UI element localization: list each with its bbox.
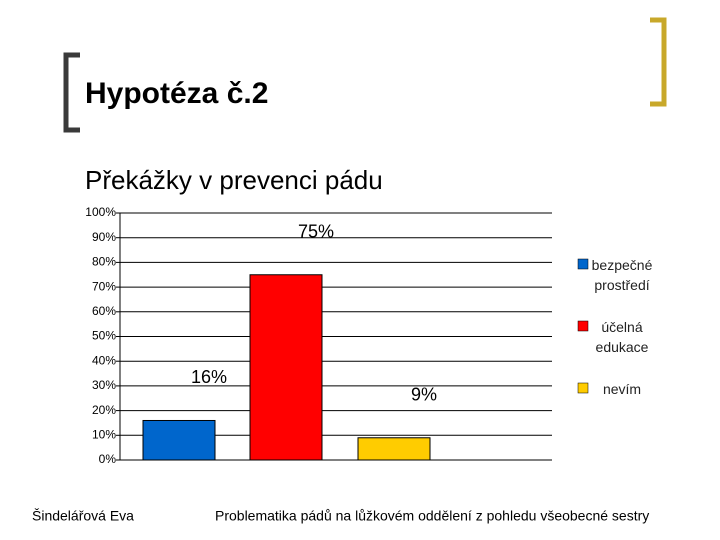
bar [357,437,431,461]
y-tick-label: 20% [92,403,116,417]
legend-label: bezpečné prostředí [591,257,653,293]
chart-title: Překážky v prevenci pádu [85,165,383,195]
y-tick-label: 60% [92,304,116,318]
y-tick-label: 40% [92,353,116,367]
y-tick-label: 0% [99,452,117,466]
value-label: 75% [298,222,334,242]
y-tick-label: 90% [92,230,116,244]
bracket-left [63,52,80,133]
bar [142,419,216,461]
legend-label: účelná edukace [595,319,649,355]
y-tick-label: 30% [92,378,116,392]
legend-swatch [577,382,589,394]
footer-author: Šindelářová Eva [32,508,134,524]
footer-topic: Problematika pádů na lůžkovém oddělení z… [215,508,649,524]
value-label: 9% [411,385,437,405]
y-tick-label: 100% [85,205,116,219]
value-label: 16% [191,367,227,387]
y-tick-label: 50% [92,329,116,343]
y-tick-label: 80% [92,255,116,269]
y-tick-label: 10% [92,427,116,441]
bracket-right [650,17,667,107]
legend-swatch [577,320,589,332]
bar [249,274,323,461]
legend-swatch [577,258,589,270]
slide-title: Hypotéza č.2 [85,77,268,110]
y-tick-label: 70% [92,279,116,293]
legend-label: nevím [602,381,642,397]
